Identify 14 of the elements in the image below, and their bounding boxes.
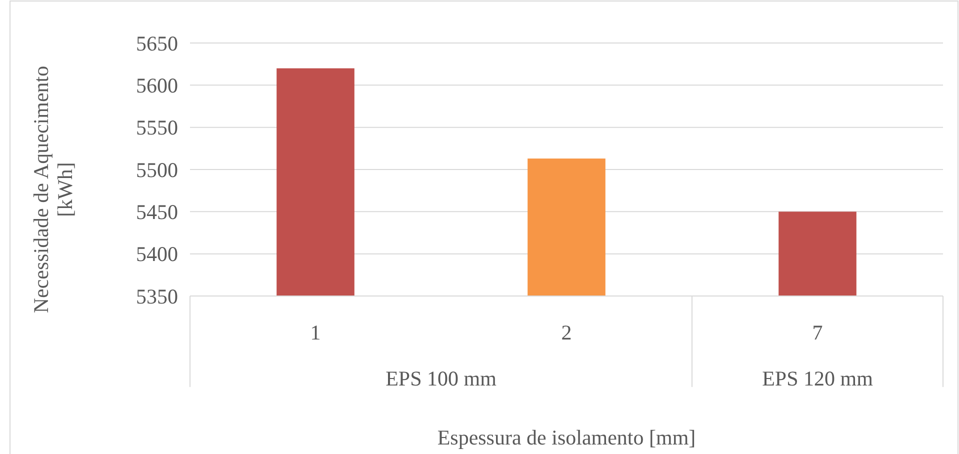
y-tick-label: 5600 — [136, 74, 178, 98]
y-tick-label: 5400 — [136, 242, 178, 266]
y-tick-label: 5450 — [136, 200, 178, 224]
x-tick-label: 1 — [310, 320, 321, 344]
x-axis-title: Espessura de isolamento [mm] — [437, 425, 696, 450]
y-tick-label: 5350 — [136, 284, 178, 308]
y-axis-title: Necessidade de Aquecimento [kWh] — [28, 66, 77, 314]
text: EPS 100 mm — [386, 366, 496, 390]
x-tick-label: 2 — [561, 320, 572, 344]
y-tick-label: 5550 — [136, 116, 178, 140]
y-tick-label: 5650 — [136, 31, 178, 56]
x-tick-label: 7 — [812, 320, 823, 344]
y-tick-label: 5500 — [136, 158, 178, 182]
text: EPS 120 mm — [762, 366, 873, 390]
